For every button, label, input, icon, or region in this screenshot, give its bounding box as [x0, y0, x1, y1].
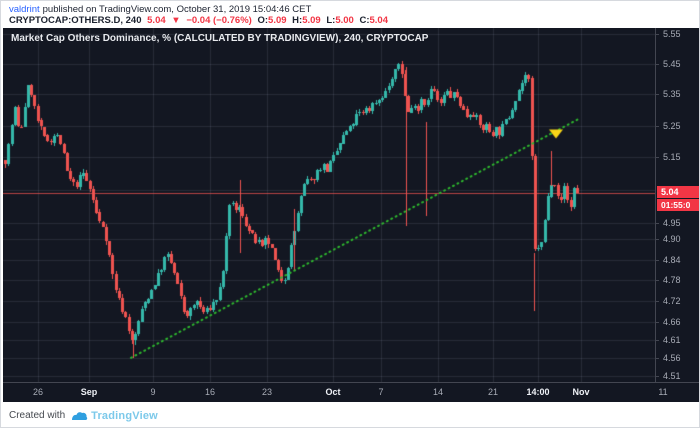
countdown-badge: 01:55:0	[657, 199, 699, 211]
symbol-ohlc-line: CRYPTOCAP:OTHERS.D, 240 5.04 ▼ −0.04 (−0…	[9, 15, 391, 26]
time-tick-label: Sep	[80, 387, 98, 397]
publish-info-line: valdrint published on TradingView.com, Oc…	[9, 4, 311, 15]
price-tick-label: 5.15	[655, 152, 681, 163]
price-tick-label: 4.56	[655, 352, 681, 363]
price-tick-label: 4.72	[655, 295, 681, 306]
price-tick-label: 4.95	[655, 217, 681, 228]
time-tick-label: 14:00	[526, 387, 550, 397]
open-value: 5.09	[268, 15, 287, 26]
author-link[interactable]: valdrint	[9, 4, 40, 15]
tradingview-logo-link[interactable]: TradingView	[71, 410, 158, 422]
price-tick-label: 4.61	[655, 334, 681, 345]
time-tick-label: 14	[432, 387, 444, 397]
time-axis[interactable]: 26 Sep 9 16 23 Oct 7 14 21 14:00 Nov 11	[3, 382, 699, 402]
low-label: L:	[326, 15, 336, 26]
price-tick-label: 5.25	[655, 120, 681, 131]
price-tick-label: 4.66	[655, 317, 681, 328]
time-tick-label: 21	[487, 387, 499, 397]
price-tick-label: 4.78	[655, 275, 681, 286]
time-tick-label: 11	[658, 387, 668, 397]
time-tick-label: 16	[204, 387, 216, 397]
price-tick-label: 4.90	[655, 234, 681, 245]
time-tick-label: 26	[32, 387, 44, 397]
last-price-badge: 5.04	[657, 186, 699, 198]
high-label: H:	[292, 15, 303, 26]
chart-area: Market Cap Others Dominance, % (CALCULAT…	[3, 28, 699, 402]
price-chart-canvas[interactable]	[3, 28, 655, 382]
footer: Created with TradingView	[1, 402, 699, 427]
price-axis[interactable]: 5.55 5.45 5.35 5.25 5.15 4.95 4.90 4.84 4.78 4.72…	[655, 28, 699, 382]
open-label: O:	[257, 15, 269, 26]
price-tick-label: 5.45	[655, 58, 681, 69]
price-tick-label: 4.51	[655, 371, 681, 381]
close-label: C:	[359, 15, 370, 26]
time-tick-label: 23	[261, 387, 273, 397]
close-value: 5.04	[369, 15, 388, 26]
time-tick-label: 9	[150, 387, 156, 397]
symbol-name: CRYPTOCAP:OTHERS.D, 240	[9, 15, 142, 26]
publish-info-text: published on TradingView.com, October 31…	[42, 4, 312, 15]
time-tick-label: 7	[378, 387, 384, 397]
high-value: 5.09	[302, 15, 321, 26]
price-tick-label: 4.84	[655, 254, 681, 265]
tradingview-logo-icon	[71, 410, 88, 422]
chart-legend[interactable]: Market Cap Others Dominance, % (CALCULAT…	[11, 33, 429, 44]
time-tick-label: Nov	[572, 387, 590, 397]
time-tick-label: Oct	[325, 387, 341, 397]
created-with-text: Created with	[9, 410, 66, 421]
low-value: 5.00	[335, 15, 354, 26]
down-triangle-icon: ▼	[171, 15, 181, 26]
last-price: 5.04	[147, 15, 166, 26]
tradingview-brand-text: TradingView	[91, 409, 158, 422]
price-change: −0.04 (−0.76%)	[186, 15, 252, 26]
price-tick-label: 5.35	[655, 89, 681, 100]
price-tick-label: 5.55	[655, 29, 681, 39]
